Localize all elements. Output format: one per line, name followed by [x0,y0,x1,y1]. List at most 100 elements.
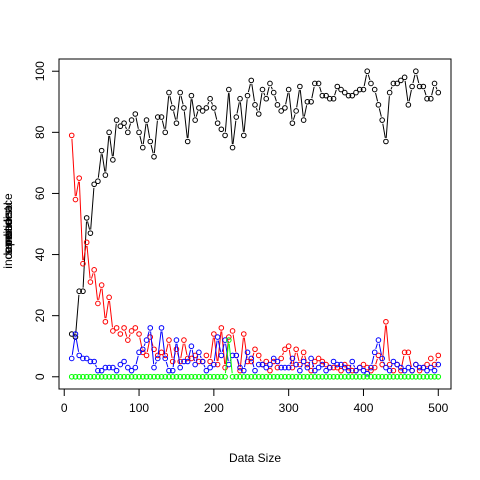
series-segment [404,80,409,102]
series-segment [385,96,390,138]
series-segment [412,74,416,84]
series-segment [105,300,110,319]
series-segment [180,95,184,105]
data-point [431,367,438,374]
x-axis-label: Data Size [229,451,281,465]
series-segment [435,358,438,362]
data-point [428,355,434,362]
data-point [95,367,101,374]
data-point [80,373,86,380]
data-point [76,175,82,181]
data-point [334,361,341,368]
series-segment [188,349,192,359]
series-segment [244,355,248,368]
data-point [151,346,157,353]
data-point [72,334,79,340]
data-point [267,361,273,368]
data-point [424,95,430,102]
data-point [360,373,367,380]
series-segment [236,358,240,365]
data-point [218,325,225,331]
data-point [345,373,352,380]
series-segment [75,294,80,334]
data-point [125,337,131,343]
data-point [203,373,210,380]
series-segment [296,89,300,108]
x-tick-label: 300 [279,401,299,415]
data-point [274,364,281,371]
data-point [375,337,382,343]
data-point [147,334,154,340]
data-point [300,358,307,365]
series-segment [172,343,177,368]
data-point [121,358,127,365]
data-point [405,349,412,356]
series-segment [390,86,393,90]
series-segment [169,343,173,359]
data-point [98,373,105,380]
data-point [327,373,333,380]
data-point [297,373,303,380]
data-point [371,86,378,93]
data-point [364,364,371,371]
data-point [102,172,109,178]
data-point [177,358,183,365]
series-segment [349,364,352,368]
data-point [154,352,161,359]
data-point [431,361,438,368]
data-point [192,373,198,380]
data-point [289,364,296,371]
data-point [72,373,79,380]
series-segment [199,355,202,359]
data-point [226,334,232,340]
data-point [330,95,337,102]
series-segment [378,108,382,117]
data-point [353,373,359,380]
data-point [214,334,221,340]
data-point [102,364,109,371]
data-point [323,361,329,368]
data-point [356,373,363,380]
series-segment [423,89,427,96]
data-point [184,138,191,145]
data-point [169,373,176,380]
data-point [196,105,202,111]
data-point [143,352,150,359]
series-segment [109,300,113,328]
data-point [349,367,356,374]
data-point [416,373,423,380]
data-point [68,331,75,337]
data-point [177,89,183,96]
data-point [147,325,154,331]
data-point [181,105,187,111]
series-segment [232,120,237,145]
data-point [248,355,255,362]
data-point [379,373,385,380]
data-point [278,108,284,114]
data-point [330,373,337,380]
series-segment [255,107,258,111]
series-segment [165,361,169,368]
series-segment [203,364,206,368]
data-point [166,337,172,343]
data-point [80,288,86,295]
data-point [386,89,393,96]
data-point [244,349,251,356]
data-point [158,373,165,380]
series-segment [363,74,367,87]
series-segment [173,111,177,120]
series-segment [228,93,233,145]
data-point [353,89,359,96]
data-point [274,102,281,108]
data-point [263,95,270,102]
data-point [196,349,202,356]
data-point [125,129,131,136]
data-point [211,331,217,337]
data-point [278,364,284,371]
data-point [188,92,195,99]
series-segment [183,111,188,138]
series-segment [383,361,386,365]
series-segment [274,95,277,102]
data-point [323,92,329,99]
